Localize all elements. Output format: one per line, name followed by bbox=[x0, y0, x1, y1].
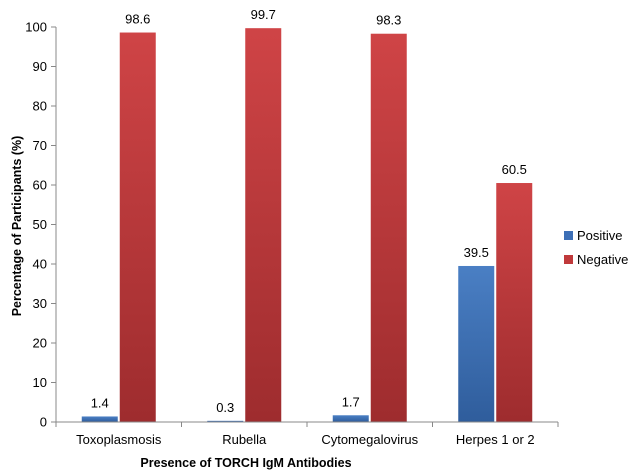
y-tick-label: 30 bbox=[33, 296, 47, 311]
bar-negative bbox=[370, 33, 407, 423]
data-label: 1.7 bbox=[342, 394, 360, 409]
y-tick-label: 60 bbox=[33, 178, 47, 193]
bars bbox=[81, 28, 533, 423]
data-label: 60.5 bbox=[502, 162, 527, 177]
x-tick-label: Herpes 1 or 2 bbox=[456, 432, 535, 447]
data-labels: 1.4 0.3 1.7 39.5 98.6 99.7 98.3 60.5 bbox=[91, 7, 527, 415]
legend-swatch-negative bbox=[564, 255, 573, 264]
bar-positive bbox=[207, 420, 244, 422]
data-label: 99.7 bbox=[251, 7, 276, 22]
bar-positive bbox=[81, 416, 118, 422]
y-tick-label: 80 bbox=[33, 99, 47, 114]
bar-negative bbox=[245, 28, 282, 423]
y-tick-label: 40 bbox=[33, 257, 47, 272]
x-tick-label: Cytomegalovirus bbox=[321, 432, 418, 447]
y-axis-title: Percentage of Participants (%) bbox=[10, 136, 24, 317]
data-label: 1.4 bbox=[91, 395, 109, 410]
legend-label-negative: Negative bbox=[577, 252, 628, 267]
bar-negative bbox=[496, 183, 533, 422]
x-axis-ticks: Toxoplasmosis Rubella Cytomegalovirus Herpe… bbox=[55, 422, 559, 447]
bar-positive bbox=[332, 415, 369, 422]
data-label: 0.3 bbox=[216, 400, 234, 415]
data-label: 39.5 bbox=[464, 245, 489, 260]
bar-positive bbox=[458, 265, 495, 422]
x-axis-title: Presence of TORCH IgM Antibodies bbox=[140, 456, 351, 470]
y-tick-label: 100 bbox=[25, 20, 47, 35]
bar-negative bbox=[119, 32, 156, 422]
data-label: 98.3 bbox=[376, 13, 401, 28]
legend: Positive Negative bbox=[564, 228, 628, 267]
x-tick-label: Rubella bbox=[222, 432, 267, 447]
legend-swatch-positive bbox=[564, 231, 573, 240]
y-axis-ticks: 0 10 20 30 40 50 60 70 80 90 100 bbox=[25, 20, 56, 430]
y-tick-label: 0 bbox=[40, 415, 47, 430]
data-label: 98.6 bbox=[125, 12, 150, 27]
y-tick-label: 50 bbox=[33, 217, 47, 232]
y-tick-label: 90 bbox=[33, 59, 47, 74]
y-tick-label: 10 bbox=[33, 375, 47, 390]
x-tick-label: Toxoplasmosis bbox=[76, 432, 162, 447]
y-tick-label: 70 bbox=[33, 138, 47, 153]
legend-label-positive: Positive bbox=[577, 228, 623, 243]
y-tick-label: 20 bbox=[33, 336, 47, 351]
